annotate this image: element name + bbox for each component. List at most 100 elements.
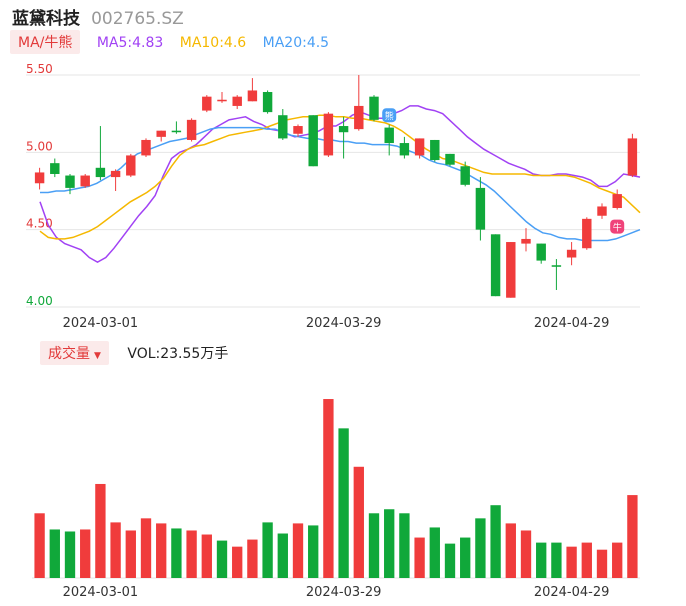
bear-marker-text: 熊 — [385, 110, 394, 122]
candle-body — [247, 90, 258, 102]
volume-bar — [490, 505, 501, 578]
caret-down-icon: ▼ — [94, 351, 101, 361]
volume-bar — [536, 542, 547, 578]
volume-bar — [581, 542, 592, 578]
volume-label: 成交量 — [48, 346, 90, 362]
candle-body — [369, 96, 379, 120]
stock-title: 蓝黛科技 002765.SZ — [12, 4, 184, 29]
x-tick-label: 2024-03-29 — [306, 316, 382, 331]
candle-body — [80, 175, 90, 187]
volume-bar — [429, 527, 440, 578]
candle-body — [186, 119, 197, 140]
volume-bar — [627, 495, 638, 578]
candle-body — [126, 155, 136, 176]
candle-body — [384, 127, 394, 144]
x-tick-label: 2024-04-29 — [534, 316, 610, 331]
volume-bar — [186, 530, 197, 578]
candle-body — [293, 126, 303, 134]
candle-body — [430, 139, 440, 161]
volume-bar — [140, 518, 152, 578]
volume-bar — [262, 522, 273, 578]
stock-name: 蓝黛科技 — [12, 9, 80, 29]
candle-body — [521, 238, 531, 244]
volume-bar — [323, 399, 334, 578]
candle-body — [460, 166, 470, 185]
y-tick-label: 5.50 — [26, 62, 53, 76]
volume-bar — [95, 483, 106, 578]
candle-body — [323, 113, 334, 156]
y-tick-label: 4.00 — [26, 294, 53, 308]
candle-body — [627, 138, 638, 176]
volume-bar — [201, 534, 212, 578]
volume-bar — [444, 543, 456, 578]
bull-marker-text: 牛 — [613, 222, 622, 234]
candle-body — [262, 92, 273, 113]
volume-bar — [171, 528, 182, 578]
volume-bar — [64, 531, 76, 578]
candle-body — [414, 138, 425, 156]
candle-body — [141, 139, 151, 156]
volume-bar — [49, 529, 60, 578]
ma10-legend: MA10:4.6 — [179, 35, 247, 51]
ma5-legend: MA5:4.83 — [96, 35, 164, 51]
stock-code: 002765.SZ — [91, 9, 184, 29]
candle-body — [475, 187, 486, 230]
volume-x-tick-label: 2024-04-29 — [534, 585, 610, 600]
candle-body — [232, 96, 242, 106]
candle-body — [217, 99, 227, 102]
candle-body — [551, 265, 562, 267]
price-candlestick-chart[interactable]: 5.50 5.00 4.50 4.00 熊牛 2024-03-01 2024-03-29… — [0, 40, 686, 340]
candle-body — [582, 218, 592, 249]
bear-marker-icon — [382, 108, 397, 123]
volume-bar — [277, 533, 288, 578]
volume-bar — [292, 523, 304, 578]
candle-body — [308, 115, 318, 167]
volume-bar — [399, 513, 410, 578]
volume-bar — [110, 522, 121, 578]
volume-bar — [80, 529, 91, 578]
volume-legend: 成交量 ▼ VOL:23.55万手 — [40, 341, 229, 365]
candle-body — [110, 170, 121, 178]
ma20-line — [40, 126, 641, 242]
volume-bar-chart[interactable]: 2024-03-01 2024-03-29 2024-04-29 — [0, 366, 686, 606]
candle-body — [171, 130, 182, 133]
candle-body — [50, 163, 60, 174]
candle-body — [612, 194, 622, 209]
candle-body — [354, 105, 364, 130]
candle-body — [156, 130, 166, 137]
candle-body — [65, 175, 75, 188]
volume-value: VOL:23.55万手 — [127, 346, 229, 362]
volume-bar — [596, 549, 608, 578]
volume-bar — [551, 542, 562, 578]
volume-bar — [520, 530, 532, 578]
ma20-legend: MA20:4.5 — [262, 35, 330, 51]
candle-body — [597, 206, 607, 216]
candle-body — [566, 249, 577, 258]
volume-bar — [460, 537, 471, 578]
ma10-line — [39, 114, 641, 240]
volume-bar — [247, 539, 258, 578]
volume-bar — [308, 525, 319, 578]
volume-bar — [368, 513, 380, 578]
bull-marker-icon — [610, 219, 625, 234]
volume-bar — [232, 546, 243, 578]
candle-body — [202, 96, 212, 111]
volume-bar — [34, 513, 45, 578]
ma-indicator-selector[interactable]: MA/牛熊 — [10, 30, 81, 54]
candle-body — [536, 243, 546, 261]
candle-body — [278, 115, 288, 139]
x-tick-label: 2024-03-01 — [63, 316, 139, 331]
y-tick-label: 4.50 — [26, 217, 53, 231]
candle-body — [445, 153, 455, 165]
ma-legend: MA/牛熊 MA5:4.83 MA10:4.6 MA20:4.5 — [10, 30, 329, 56]
y-tick-label: 5.00 — [26, 139, 53, 153]
volume-indicator-selector[interactable]: 成交量 ▼ — [40, 341, 109, 365]
volume-bar — [338, 428, 349, 578]
candle-body — [490, 234, 501, 297]
candle-body — [338, 126, 349, 133]
volume-bar — [384, 509, 395, 578]
candle-body — [506, 242, 516, 298]
volume-bar — [505, 523, 516, 578]
volume-bar — [125, 530, 136, 578]
volume-bar — [216, 540, 228, 578]
